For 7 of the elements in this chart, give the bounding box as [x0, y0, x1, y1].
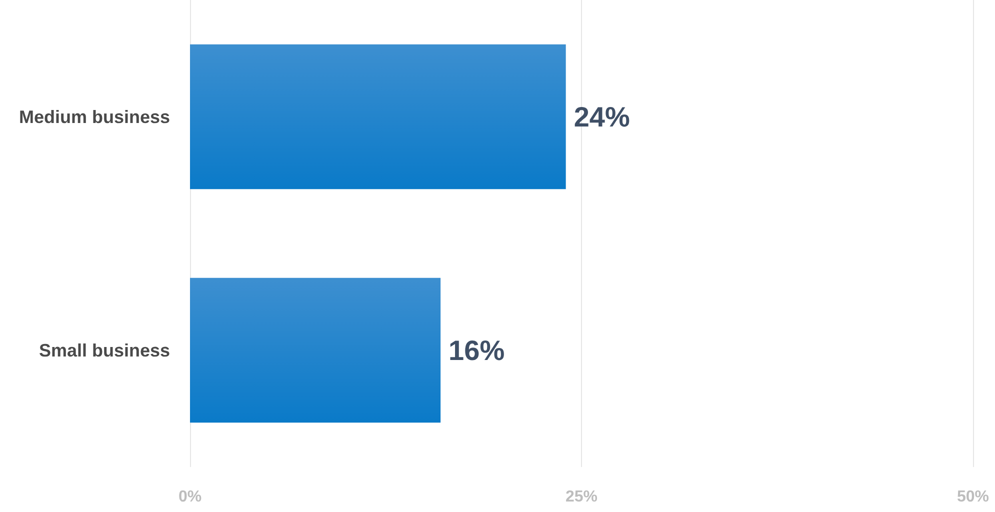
x-tick-label: 0%	[178, 488, 202, 506]
y-tick-label: Medium business	[18, 106, 170, 127]
data-label: 16%	[448, 334, 505, 366]
x-tick-label: 25%	[565, 488, 598, 506]
x-tick-label: 50%	[956, 488, 990, 506]
data-label: 24%	[574, 101, 630, 132]
y-tick-label: Small business	[38, 340, 170, 360]
